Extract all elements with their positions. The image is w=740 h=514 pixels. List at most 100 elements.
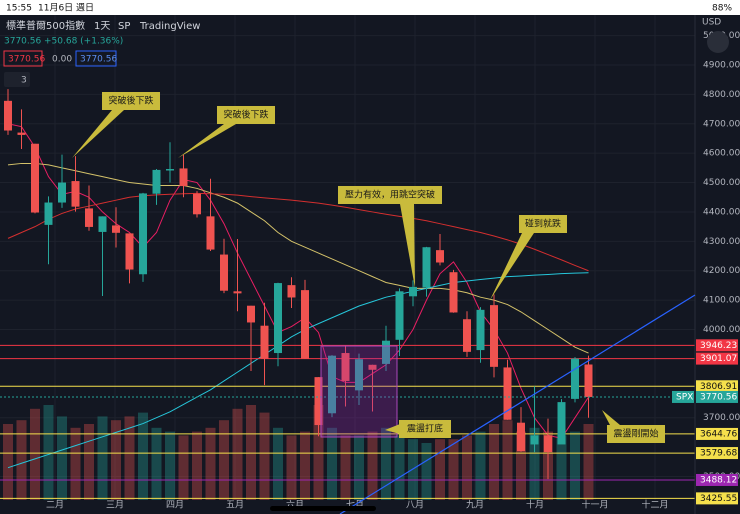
volume-bar (30, 408, 40, 500)
y-tick-label: 4400.00 (703, 207, 740, 217)
volume-bar (340, 435, 351, 500)
y-tick-label: 4800.00 (703, 90, 740, 100)
x-tick-label: 三月 (106, 500, 124, 511)
y-tick-label: 4500.00 (703, 178, 740, 188)
candle-body (382, 340, 390, 364)
price-tag (696, 492, 738, 505)
volume-bar (178, 435, 189, 500)
volume-bar (313, 405, 324, 500)
annotation: 碰到就跌 (525, 218, 561, 230)
candle-body (179, 168, 188, 187)
candle-body (31, 143, 39, 213)
candle-body (220, 254, 228, 291)
volume-bar (43, 405, 54, 500)
price-tag-label: 3901.07 (700, 354, 737, 364)
candle-body (58, 182, 66, 203)
volume-bar (394, 435, 405, 500)
candle-body (274, 283, 282, 354)
x-tick-label: 十一月 (581, 499, 608, 511)
symbol-tag (672, 390, 694, 403)
candle-body (449, 272, 458, 313)
input-value: 3770.56 (80, 55, 117, 65)
volume-bar (273, 427, 283, 500)
candle-body (503, 367, 512, 420)
input-value: 0.00 (52, 55, 72, 65)
price-tag-label: 3770.56 (700, 392, 737, 402)
moving-average (7, 192, 589, 272)
y-tick-label: 4600.00 (703, 149, 740, 159)
candle-body (152, 169, 161, 194)
volume-bar (354, 435, 364, 500)
price-change: +50.68 (+1.36%) (44, 37, 123, 47)
candle-body (517, 422, 525, 452)
volume-bar (516, 431, 526, 500)
volume-bar (529, 427, 540, 500)
annotation: 壓力有效，用跳空突破 (345, 189, 435, 201)
indicator-toggle[interactable] (4, 72, 30, 87)
volume-bar (165, 431, 175, 500)
candle-body (530, 435, 539, 445)
candle-body (166, 169, 174, 171)
volume-bar (124, 416, 135, 500)
callout (607, 425, 665, 443)
candle-body (71, 181, 80, 207)
candle-body (584, 364, 593, 397)
x-tick-label: 四月 (166, 500, 184, 511)
status-battery: 88% (712, 4, 732, 14)
plot: 二月三月四月五月六月七月八月九月十月十一月十二月5000.004900.0048… (0, 15, 740, 514)
volume-bar (232, 408, 243, 500)
symbol-tag-label: SPX (676, 392, 693, 402)
x-tick-label: 八月 (406, 500, 424, 511)
status-date: 11月6日 週日 (38, 3, 94, 14)
y-tick-label: 3700.00 (703, 413, 740, 423)
x-tick-label: 九月 (466, 500, 484, 511)
moving-average (7, 272, 589, 469)
input-box[interactable] (3, 50, 43, 67)
range-box (320, 345, 398, 438)
volume-bar (381, 427, 391, 500)
volume-bar (3, 424, 13, 500)
candle-body (125, 233, 134, 270)
price-tag-label: 3644.76 (700, 429, 737, 439)
candle-body (17, 132, 26, 135)
volume-bar (435, 439, 445, 500)
y-tick-label: 4200.00 (703, 266, 740, 276)
price-tag-label: 3579.68 (700, 449, 737, 459)
price-tag-label: 3425.55 (700, 494, 737, 504)
candle-body (98, 216, 107, 232)
exchange: SP (118, 21, 130, 32)
callout-pointer (72, 110, 124, 158)
input-box[interactable] (75, 50, 117, 67)
x-tick-label: 十月 (526, 499, 544, 511)
candle-body (233, 291, 242, 294)
trend-line (339, 294, 696, 514)
candle-body (287, 285, 296, 298)
volume-bar (489, 424, 499, 500)
callout-pointer (490, 233, 534, 300)
interval[interactable]: 1天 (94, 21, 110, 32)
price-tag-label: 3488.12 (700, 475, 737, 485)
volume-bar (246, 405, 256, 500)
price-tag (696, 473, 738, 486)
symbol[interactable]: 標準普爾500指數 (6, 19, 85, 32)
indicator-count: 3 (21, 76, 27, 86)
annotation: 震盪剛開始 (613, 428, 658, 440)
volume-bar (151, 427, 162, 500)
candle-body (544, 435, 552, 453)
callout (102, 92, 160, 110)
candle-body (112, 225, 120, 233)
status-bar (0, 0, 740, 15)
volume-bar (367, 431, 378, 500)
price-tag (696, 352, 738, 365)
fullscreen-button[interactable] (707, 31, 729, 53)
callout (217, 106, 275, 124)
x-tick-label: 十二月 (641, 499, 668, 511)
volume-bar (556, 435, 567, 500)
volume-bar (502, 420, 513, 500)
candle-body (301, 290, 309, 359)
volume-bar (205, 427, 216, 500)
candle-body (328, 355, 336, 414)
price-tag (696, 390, 738, 403)
candle-body (44, 202, 53, 225)
moving-average (7, 162, 589, 354)
